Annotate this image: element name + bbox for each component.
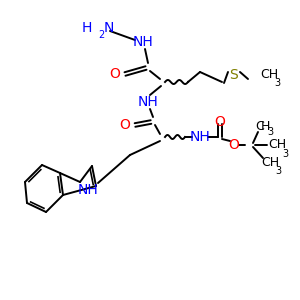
Text: N: N [104, 21, 114, 35]
Text: C: C [255, 121, 264, 134]
Text: O: O [110, 67, 120, 81]
Text: H: H [82, 21, 92, 35]
Text: NH: NH [138, 95, 158, 109]
Text: CH: CH [260, 68, 278, 82]
Text: NH: NH [133, 35, 153, 49]
Text: 3: 3 [274, 78, 280, 88]
Text: 3: 3 [275, 166, 281, 176]
Text: 2: 2 [98, 30, 104, 40]
Text: H: H [261, 121, 270, 134]
Text: S: S [230, 68, 238, 82]
Text: CH: CH [261, 155, 279, 169]
Text: NH: NH [190, 130, 210, 144]
Text: O: O [214, 115, 225, 129]
Text: O: O [229, 138, 239, 152]
Text: NH: NH [78, 183, 98, 197]
Text: CH: CH [268, 139, 286, 152]
Text: 3: 3 [267, 127, 273, 137]
Text: 3: 3 [282, 149, 288, 159]
Text: O: O [120, 118, 130, 132]
